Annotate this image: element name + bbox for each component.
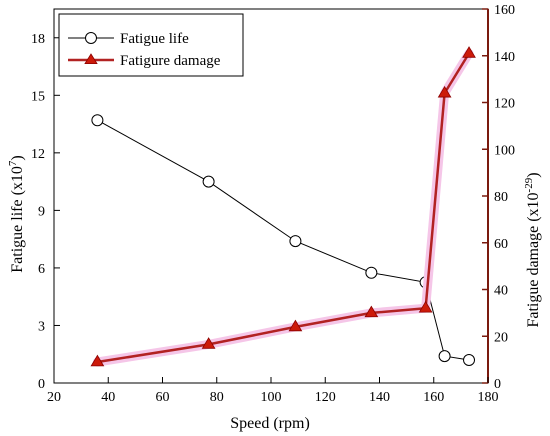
left-y-tick-label: 9 [38, 204, 45, 219]
right-y-tick-label: 0 [494, 377, 501, 392]
damage-point [462, 46, 476, 58]
x-tick-label: 180 [478, 390, 499, 405]
right-y-axis: 0 20 40 60 80 100 120 140 160 [482, 3, 515, 392]
right-y-tick-label: 160 [494, 3, 515, 18]
life-point [438, 350, 451, 363]
right-y-tick-label: 140 [494, 50, 515, 65]
damage-point [418, 300, 433, 313]
life-point [463, 353, 476, 366]
right-y-tick-label: 60 [494, 237, 508, 252]
damage-point [201, 337, 216, 349]
legend-label: Fatigue life [120, 31, 189, 47]
right-y-tick-label: 20 [494, 330, 508, 345]
left-y-tick-label: 6 [38, 262, 45, 277]
legend: Fatigue life Fatigure damage [58, 13, 244, 77]
right-y-tick-label: 100 [494, 143, 515, 158]
right-y-tick-label: 40 [494, 284, 508, 299]
legend-swatch-marker-life [85, 32, 97, 44]
life-point [91, 114, 104, 127]
x-axis-title: Speed (rpm) [230, 415, 310, 432]
right-y-tick-label: 80 [494, 190, 508, 205]
series-line-damage [97, 52, 471, 364]
series-line-life [97, 119, 470, 361]
left-y-tick-label: 0 [38, 377, 45, 392]
damage-point [90, 354, 105, 367]
legend-box [58, 13, 244, 77]
x-tick-label: 60 [156, 390, 170, 405]
right-y-axis-title: Fatigue damage (x10-29) [523, 172, 542, 327]
x-tick-label: 80 [210, 390, 224, 405]
life-point [202, 175, 215, 188]
left-y-tick-label: 15 [31, 89, 45, 104]
legend-swatch-marker-damage [84, 53, 98, 64]
x-tick-label: 140 [369, 390, 390, 405]
series-halo-damage [92, 48, 474, 367]
x-tick-label: 20 [47, 390, 61, 405]
left-y-tick-label: 12 [31, 147, 45, 162]
life-point [365, 266, 378, 279]
x-tick-label: 120 [315, 390, 336, 405]
left-y-axis-title: Fatigue life (x107) [7, 155, 26, 272]
series-layer [90, 46, 476, 367]
legend-label: Fatigure damage [120, 53, 221, 69]
x-tick-label: 40 [101, 390, 115, 405]
damage-point [288, 319, 303, 332]
damage-point [437, 85, 452, 98]
x-axis: 20 40 60 80 100 120 140 160 180 [47, 377, 499, 405]
x-tick-label: 160 [423, 390, 444, 405]
damage-point [364, 305, 379, 318]
left-y-tick-label: 18 [31, 32, 45, 47]
left-y-tick-label: 3 [38, 319, 45, 334]
life-point [289, 235, 302, 248]
x-tick-label: 100 [261, 390, 282, 405]
right-y-tick-label: 120 [494, 97, 515, 112]
left-y-axis: 0 3 6 9 12 15 18 [31, 32, 60, 392]
